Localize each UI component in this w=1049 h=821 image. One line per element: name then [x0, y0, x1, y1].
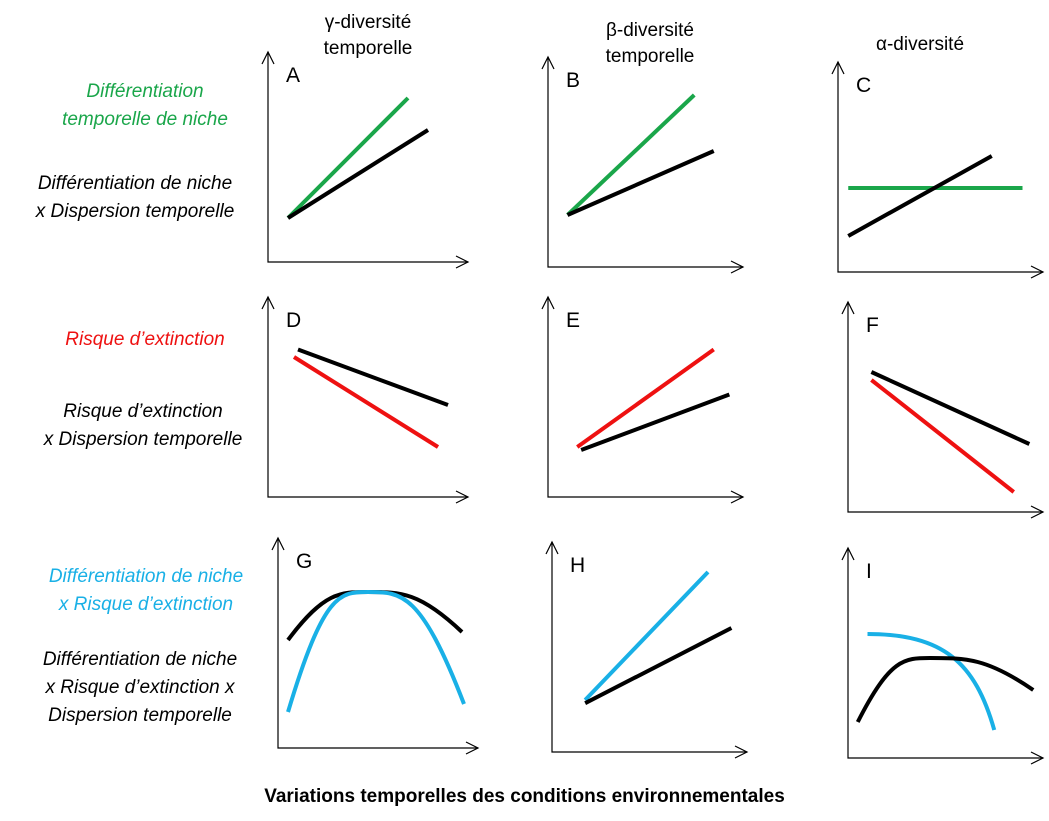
row-label-colored-3: Différentiation de niche x Risque d’extin…	[48, 566, 244, 615]
black-curve	[580, 392, 731, 452]
panel-f: F	[841, 300, 1045, 519]
panel-letter: I	[866, 560, 872, 583]
axes	[551, 542, 747, 753]
x-axis-arrow	[734, 745, 749, 759]
x-axis-arrow	[730, 260, 745, 274]
column-header-alpha: α-diversité	[875, 34, 965, 55]
axes	[847, 548, 1043, 759]
row-label-black-2: Risque d’extinction x Dispersion temporel…	[43, 401, 243, 450]
axes	[267, 297, 468, 498]
red-curve	[870, 378, 1015, 494]
y-axis-arrow	[261, 295, 275, 310]
blue-curve	[867, 632, 997, 731]
black-curve	[870, 370, 1031, 446]
panel-b: B	[541, 55, 745, 274]
black-curve	[566, 149, 715, 217]
panel-d: D	[261, 295, 470, 504]
panel-c: C	[831, 60, 1045, 279]
axes	[837, 62, 1043, 273]
y-axis-arrow	[841, 546, 855, 561]
x-axis-arrow	[455, 490, 470, 504]
black-curve	[297, 347, 449, 407]
row-label-colored-2: Risque d’extinction	[65, 329, 225, 350]
x-axis-arrow	[1030, 265, 1045, 279]
x-axis-arrow	[455, 255, 470, 269]
column-header-beta: β-diversité temporelle	[605, 20, 695, 67]
x-axis-arrow	[465, 741, 480, 755]
green-curve	[566, 93, 696, 217]
panel-letter: F	[866, 314, 879, 337]
panel-letter: A	[286, 64, 300, 87]
y-axis-arrow	[841, 300, 855, 315]
row-label-colored-1: Différentiation temporelle de niche	[62, 81, 228, 130]
black-curve	[286, 128, 430, 220]
panel-letter: C	[856, 74, 871, 97]
panel-a: A	[261, 50, 470, 269]
y-axis-arrow	[545, 540, 559, 555]
axes	[267, 52, 468, 263]
axes	[547, 297, 743, 498]
x-axis-arrow	[730, 490, 745, 504]
red-curve	[292, 355, 440, 449]
blue-curve	[583, 570, 710, 702]
x-axis-arrow	[1030, 751, 1045, 765]
panel-letter: D	[286, 309, 301, 332]
y-axis-arrow	[541, 295, 555, 310]
x-axis-arrow	[1030, 505, 1045, 519]
panel-letter: G	[296, 550, 312, 573]
x-axis-caption: Variations temporelles des conditions en…	[264, 786, 785, 807]
green-curve	[286, 96, 410, 220]
panel-letter: B	[566, 69, 580, 92]
panel-g: G	[271, 536, 480, 755]
panel-i: I	[841, 546, 1045, 765]
panel-h: H	[545, 540, 749, 759]
black-curve	[855, 655, 1035, 723]
axes	[277, 538, 478, 749]
red-curve	[576, 347, 715, 449]
blue-curve	[286, 589, 466, 713]
row-label-black-1: Différentiation de niche x Dispersion tem…	[35, 173, 235, 222]
panel-e: E	[541, 295, 745, 504]
y-axis-arrow	[831, 60, 845, 75]
y-axis-arrow	[261, 50, 275, 65]
column-header-gamma: γ-diversité temporelle	[323, 12, 413, 59]
y-axis-arrow	[271, 536, 285, 551]
panel-letter: E	[566, 309, 580, 332]
panel-letter: H	[570, 554, 585, 577]
axes	[547, 57, 743, 268]
y-axis-arrow	[541, 55, 555, 70]
row-label-black-3: Différentiation de niche x Risque d’extin…	[42, 649, 238, 726]
black-curve	[847, 154, 993, 238]
black-curve	[584, 626, 733, 705]
axes	[847, 302, 1043, 513]
